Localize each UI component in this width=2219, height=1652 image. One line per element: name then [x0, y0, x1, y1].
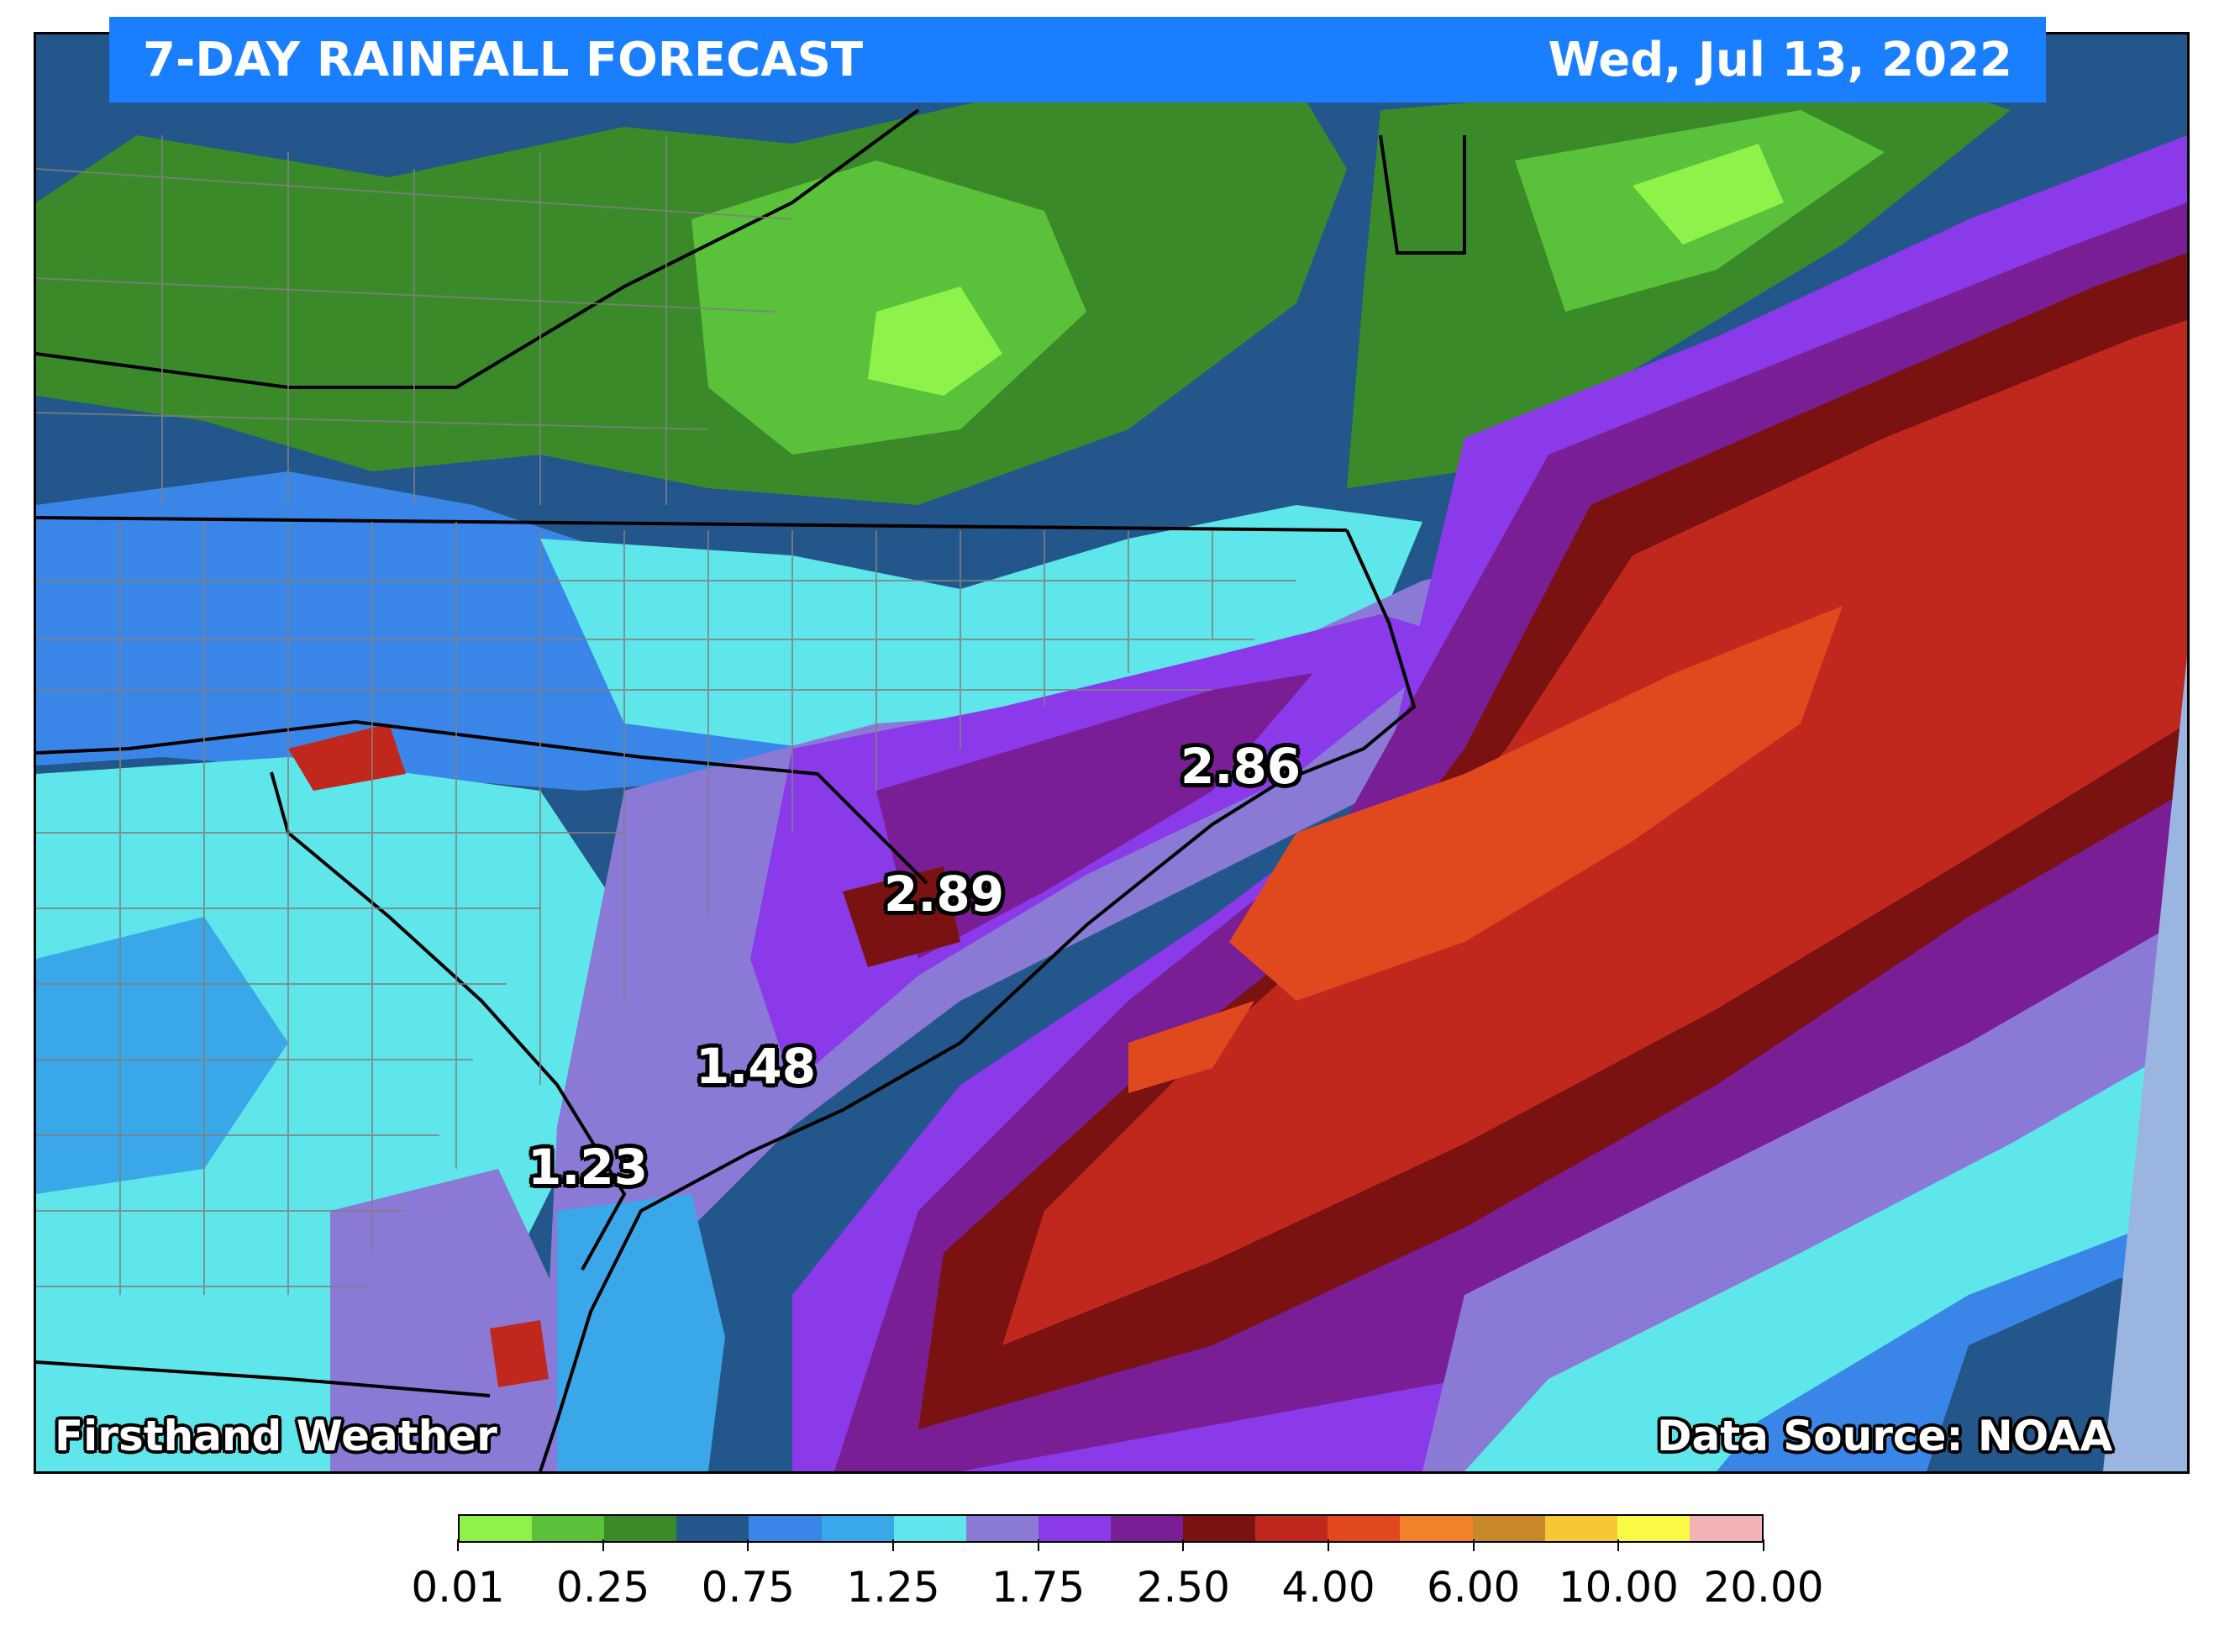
legend-swatch: [1255, 1516, 1328, 1541]
legend-tick-mark: [602, 1539, 604, 1551]
rainfall-value-label: 2.86: [1180, 738, 1301, 795]
legend-swatch: [1400, 1516, 1473, 1541]
data-source-label: Data Source: NOAA: [1657, 1412, 2113, 1460]
legend-tick-mark: [892, 1539, 894, 1551]
legend-tick-label: 0.01: [411, 1563, 505, 1612]
forecast-date: Wed, Jul 13, 2022: [1548, 32, 2012, 87]
legend-swatch: [460, 1516, 533, 1541]
rainfall-value-label: 1.23: [528, 1139, 649, 1196]
legend-swatch: [1183, 1516, 1256, 1541]
legend-tick-mark: [457, 1539, 459, 1551]
legend-tick-mark: [1617, 1539, 1620, 1551]
legend-swatch: [1472, 1516, 1545, 1541]
legend-swatch: [676, 1516, 749, 1541]
legend-tick-mark: [1037, 1539, 1039, 1551]
rainfall-map: [34, 32, 2190, 1474]
legend-swatch: [604, 1516, 677, 1541]
legend-swatch: [1617, 1516, 1690, 1541]
legend-tick-label: 1.25: [846, 1563, 940, 1612]
legend-tick-mark: [1328, 1539, 1329, 1551]
legend-tick-label: 0.75: [701, 1563, 795, 1612]
legend-swatch: [1328, 1516, 1401, 1541]
legend-tick-label: 20.00: [1703, 1563, 1824, 1612]
legend-swatch: [749, 1516, 822, 1541]
legend-swatch: [1038, 1516, 1111, 1541]
branding-label: Firsthand Weather: [55, 1412, 497, 1460]
legend-swatch: [893, 1516, 966, 1541]
legend-swatch: [532, 1516, 605, 1541]
legend-tick-mark: [1182, 1539, 1185, 1551]
rainfall-map-graphic: [36, 34, 2187, 1471]
legend-tick-label: 1.75: [991, 1563, 1086, 1612]
legend-tick-label: 6.00: [1426, 1563, 1521, 1612]
rainfall-value-label: 2.89: [884, 865, 1005, 923]
legend-swatch: [821, 1516, 894, 1541]
legend-tick-mark: [747, 1539, 749, 1551]
legend-swatch: [1544, 1516, 1617, 1541]
legend-tick-mark: [1763, 1539, 1764, 1551]
legend-swatch: [1689, 1516, 1762, 1541]
title-bar: 7-DAY RAINFALL FORECAST Wed, Jul 13, 202…: [109, 17, 2046, 103]
legend-swatch: [965, 1516, 1039, 1541]
map-title: 7-DAY RAINFALL FORECAST: [143, 32, 864, 87]
rainfall-value-label: 1.48: [696, 1038, 817, 1095]
legend-tick-mark: [1472, 1539, 1475, 1551]
legend-swatch: [1110, 1516, 1184, 1541]
legend-tick-label: 10.00: [1558, 1563, 1679, 1612]
color-legend: [458, 1514, 1764, 1543]
legend-tick-label: 2.50: [1136, 1563, 1230, 1612]
legend-tick-label: 4.00: [1281, 1563, 1375, 1612]
legend-ticks: [457, 1539, 1764, 1556]
legend-tick-label: 0.25: [555, 1563, 650, 1612]
